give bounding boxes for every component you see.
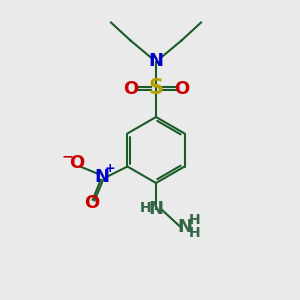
- Text: N: N: [94, 168, 110, 186]
- Text: N: N: [148, 52, 164, 70]
- Text: N: N: [177, 218, 192, 236]
- Text: N: N: [148, 200, 164, 217]
- Text: O: O: [69, 154, 84, 172]
- Text: −: −: [62, 149, 73, 163]
- Text: H: H: [189, 213, 201, 227]
- Text: O: O: [123, 80, 138, 98]
- Text: S: S: [148, 79, 164, 98]
- Text: O: O: [84, 194, 99, 211]
- Text: H: H: [189, 226, 201, 240]
- Text: O: O: [174, 80, 189, 98]
- Text: H: H: [140, 202, 151, 215]
- Text: +: +: [105, 162, 116, 175]
